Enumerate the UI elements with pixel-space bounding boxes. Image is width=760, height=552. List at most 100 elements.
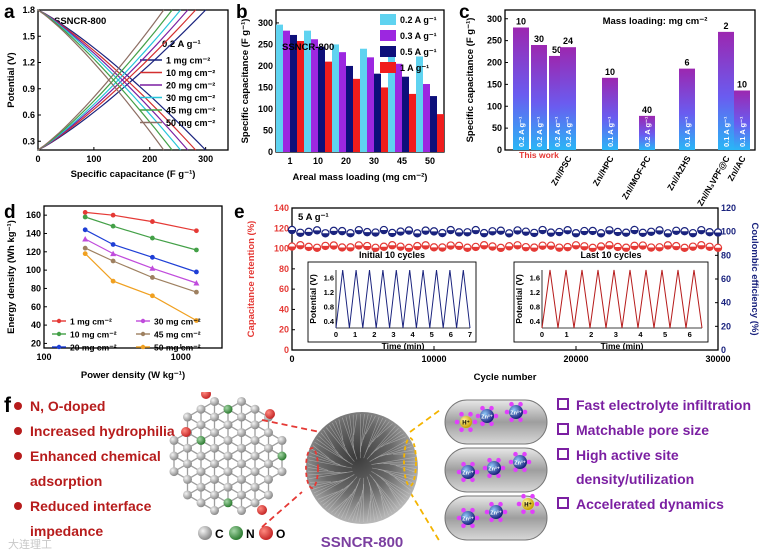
e-retention-fill	[363, 246, 371, 250]
e-efficiency-fill	[530, 232, 538, 237]
d-axes-frame	[43, 205, 223, 349]
zinc-ion-label: Zn²⁺	[490, 510, 502, 517]
a-legend-label-0: 1 mg cm⁻²	[166, 56, 210, 66]
proton-label: H⁺	[524, 502, 532, 509]
solvation-water	[474, 469, 480, 475]
a-chart-title: SSNCR-800	[54, 16, 106, 27]
carbon-atom	[250, 498, 260, 508]
carbon-atom	[250, 467, 260, 477]
solvation-water	[470, 461, 475, 467]
e-inset-x-tick-label: 3	[614, 330, 618, 339]
e-retention-fill	[580, 246, 588, 250]
e-retention-fill	[589, 247, 597, 252]
d-point-3-3	[193, 279, 200, 286]
e-efficiency-fill	[580, 231, 588, 235]
d-legend-label-2: 20 mg cm⁻²	[70, 343, 117, 353]
sphere-fiber	[323, 429, 335, 449]
carbon-atom	[223, 482, 233, 492]
e-efficiency-fill	[447, 230, 455, 234]
e-efficiency-fill	[513, 230, 522, 235]
solvation-water	[487, 473, 492, 479]
c-x-tick-label-4: Zn//AZHS	[665, 154, 693, 192]
d-point-5-3	[194, 318, 199, 323]
sphere-fiber	[307, 467, 335, 473]
e-inset-x-tick-label: 6	[688, 330, 692, 339]
e-y-axis-title: Capacitance retention (%)	[246, 221, 257, 338]
b-bar-2-1	[318, 46, 325, 152]
b-bar-1-5	[423, 84, 430, 152]
e-retention-fill	[564, 247, 572, 251]
b-legend-label-2: 0.5 A g⁻¹	[400, 47, 437, 57]
e-inset-x-tick-label: 2	[372, 330, 376, 339]
d-legend-marker-2	[56, 344, 62, 350]
solvation-water	[498, 501, 503, 507]
e-retention-fill	[430, 247, 438, 251]
e-retention-fill	[371, 247, 380, 252]
proton-ion	[460, 416, 472, 428]
sphere-fiber	[355, 489, 364, 522]
zinc-ion	[513, 455, 527, 469]
sphere-fiber	[338, 419, 344, 440]
sphere-fiber	[349, 415, 355, 448]
sphere-fiber	[376, 484, 392, 514]
solvation-water	[530, 493, 535, 499]
d-y-tick-label: 100	[26, 265, 41, 275]
d-x-tick-label: 100	[36, 352, 51, 362]
e-retention-fill	[388, 245, 396, 249]
e-efficiency-fill	[680, 231, 689, 235]
e-inset-x-tick-label: 1	[353, 330, 357, 339]
panel-letter-f: f	[4, 394, 12, 417]
benefit-item-active-site: High active site	[576, 447, 679, 463]
e-y-tick-label: 120	[274, 223, 289, 233]
c-bar-4-0	[679, 68, 695, 150]
e-retention-fill	[472, 246, 480, 251]
b-bar-2-3	[374, 73, 381, 152]
c-bar-loading-label: 6	[684, 58, 689, 68]
solvation-water	[456, 469, 462, 475]
legend-o: O	[276, 527, 285, 541]
solvation-water	[521, 509, 526, 515]
solvation-water	[489, 405, 494, 411]
carbon-atom	[196, 498, 206, 508]
a-charge-curve-5	[37, 9, 165, 151]
solvation-water	[470, 523, 475, 529]
e-retention-fill	[463, 247, 472, 252]
d-y-tick-label: 160	[26, 210, 41, 220]
a-axes-frame	[37, 9, 229, 151]
b-bar-1-0	[283, 30, 290, 153]
sphere-fiber	[362, 414, 373, 441]
e-y-tick-label: 20	[279, 325, 289, 335]
e-efficiency-fill	[313, 230, 321, 234]
nitrogen-atom	[223, 404, 233, 414]
solvation-water	[461, 461, 466, 467]
e-x-axis-title: Cycle number	[474, 372, 537, 383]
benefit-item-dynamics: Accelerated dynamics	[576, 496, 724, 512]
carbon-atom	[223, 420, 233, 430]
b-bar-1-3	[367, 57, 374, 153]
carbon-atom	[196, 420, 206, 430]
benefit-item-active-site-2: density/utilization	[576, 471, 694, 487]
oxygen-atom-legend-icon	[259, 526, 273, 540]
a-charge-curve-4	[37, 9, 173, 151]
d-point-5-2	[150, 293, 155, 299]
a-charge-curve-3	[37, 9, 181, 151]
a-discharge-curve-5	[37, 9, 165, 151]
e-y2-tick-label: 100	[721, 227, 736, 237]
c-x-tick-label-0: This work	[519, 150, 559, 160]
e-inset-y-tick-label: 0.4	[324, 317, 335, 326]
solvation-water	[468, 427, 473, 433]
e-y-tick-label: 60	[279, 284, 289, 294]
d-legend-label-5: 50 mg cm⁻²	[154, 343, 201, 353]
d-y-tick-label: 120	[26, 247, 41, 257]
a-y-tick-label: 1.5	[22, 31, 35, 41]
sphere-highlight-yellow	[403, 437, 417, 487]
c-y-tick-label: 50	[492, 123, 502, 133]
c-bar-rate-label: 0.1 A g⁻¹	[606, 116, 615, 147]
c-axes-frame	[504, 9, 756, 151]
c-bar-1-0	[560, 47, 576, 150]
solvation-water	[522, 467, 527, 473]
carbon-atom	[196, 404, 206, 414]
e-y2-tick-label: 120	[721, 203, 736, 213]
legend-n: N	[246, 527, 255, 541]
b-legend-label-1: 0.3 A g⁻¹	[400, 31, 437, 41]
